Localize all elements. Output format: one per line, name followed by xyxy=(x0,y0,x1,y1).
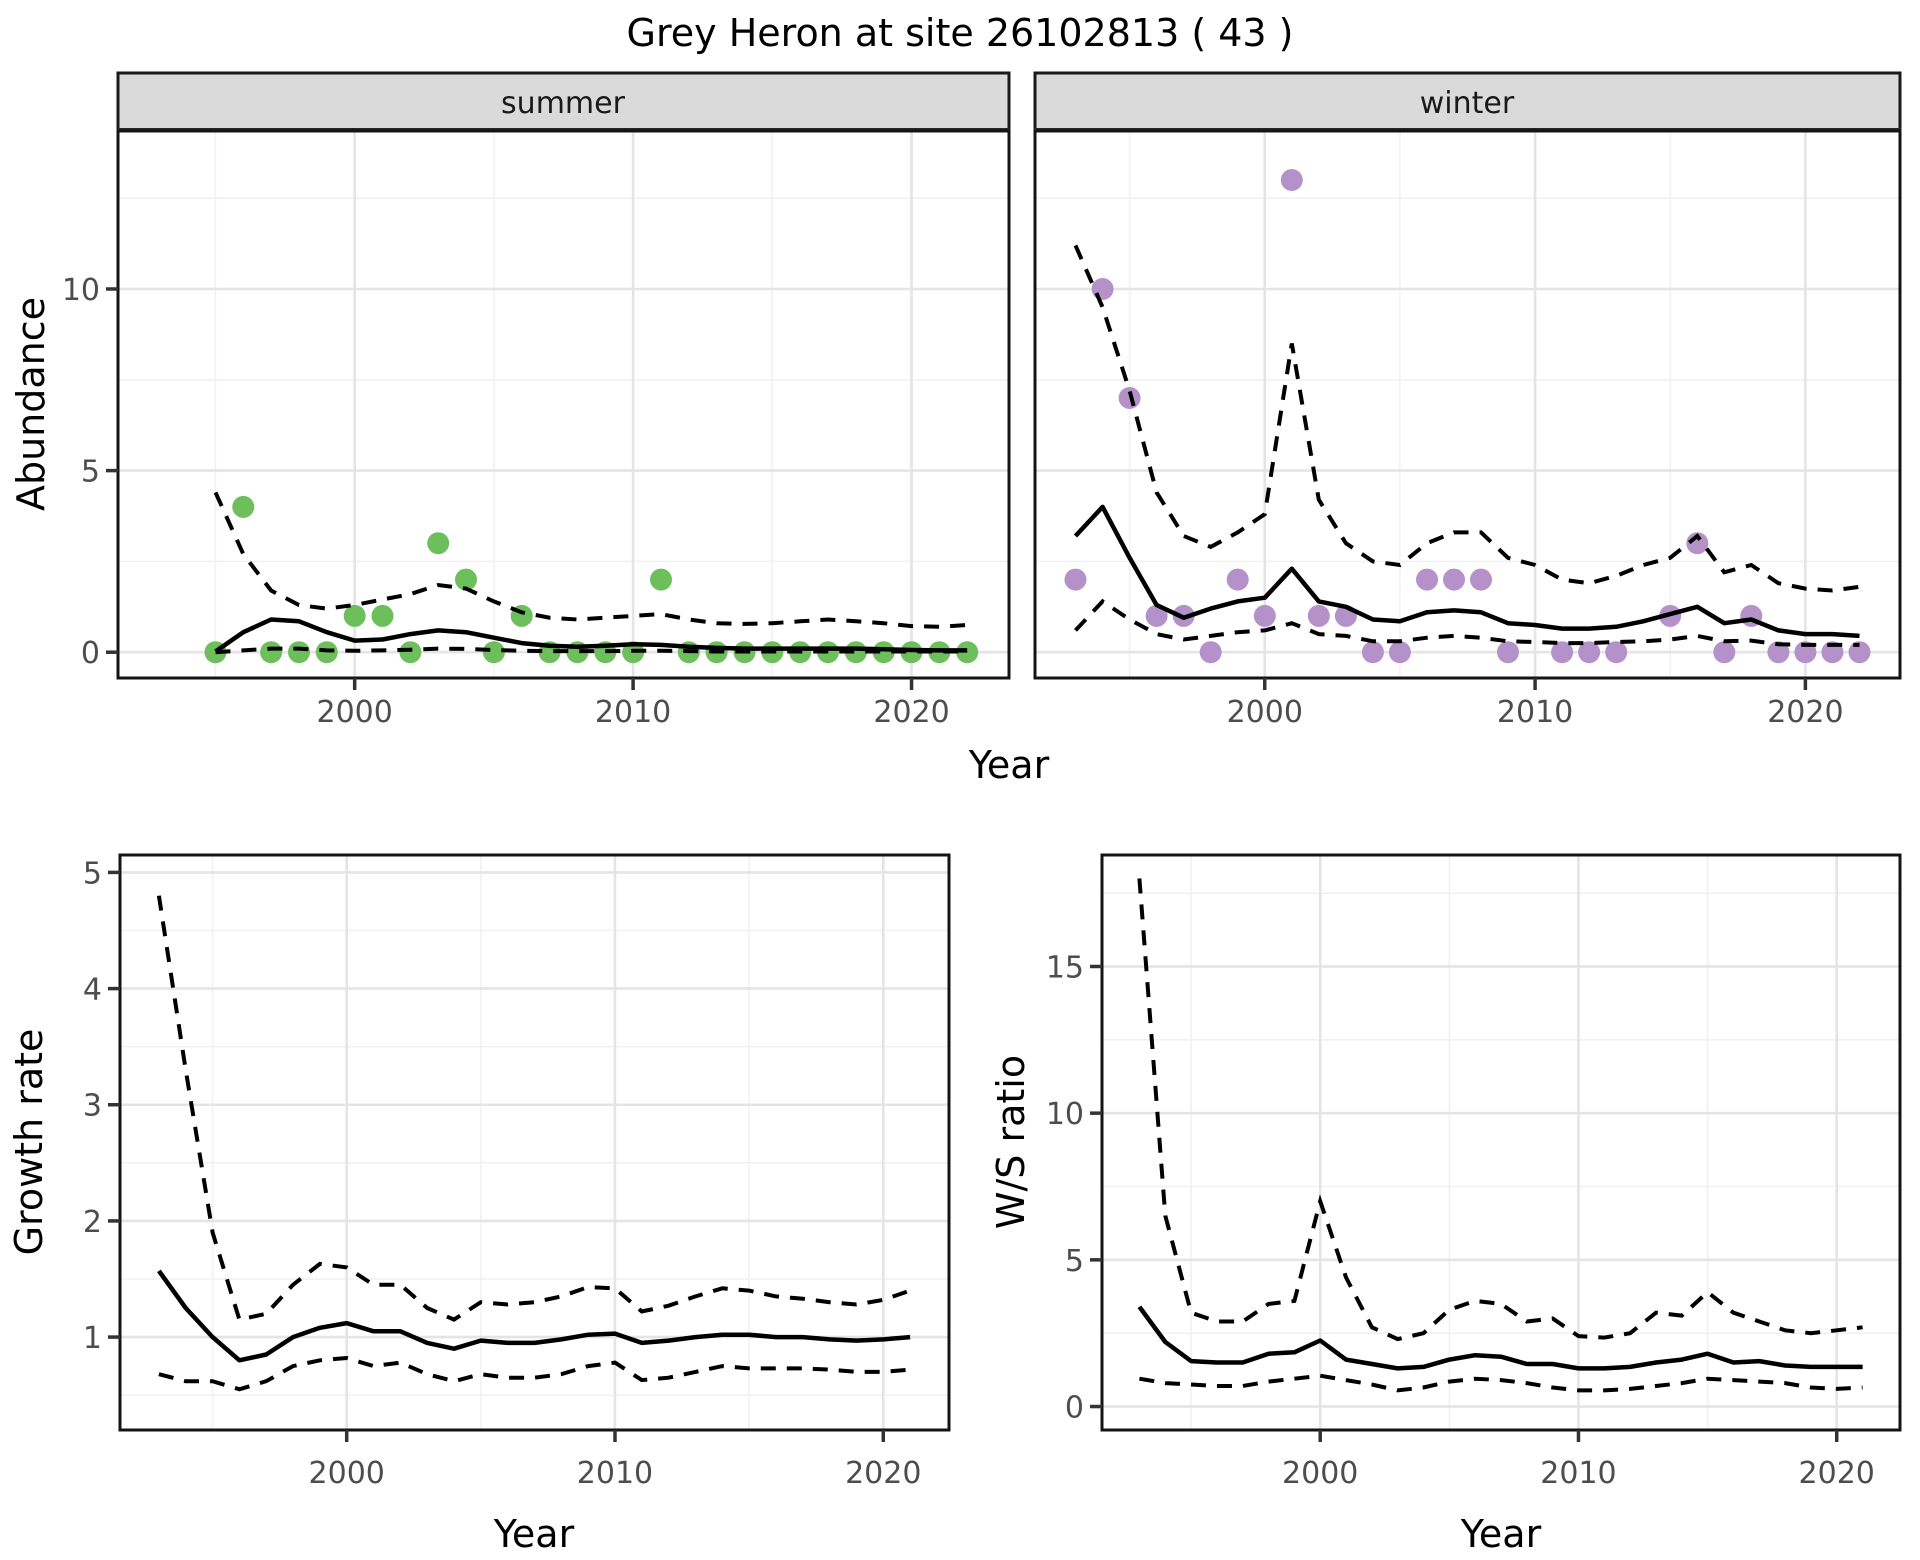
observed-point xyxy=(1713,641,1736,664)
x-tick-label: 2000 xyxy=(316,695,392,730)
x-tick-label: 2020 xyxy=(873,695,949,730)
observed-point xyxy=(650,568,672,591)
observed-point xyxy=(455,568,477,591)
observed-point xyxy=(1199,641,1222,664)
observed-point xyxy=(872,641,895,664)
x-tick-label: 2010 xyxy=(595,695,671,730)
fit-line xyxy=(214,617,968,654)
x-tick-label: 2020 xyxy=(1799,1456,1875,1491)
observed-point xyxy=(1361,641,1384,664)
observed-point xyxy=(1416,568,1438,591)
fit-line xyxy=(1137,1305,1863,1371)
observed-point xyxy=(1091,278,1114,300)
observed-point xyxy=(371,604,394,627)
ci-lower-line xyxy=(1074,598,1860,647)
y-tick-label: 4 xyxy=(83,973,102,1008)
x-tick-label: 2010 xyxy=(1497,695,1573,730)
observed-point xyxy=(1145,604,1168,627)
observed-point xyxy=(260,641,283,664)
y-tick-label: 0 xyxy=(1065,1391,1084,1426)
observed-point xyxy=(1767,641,1790,664)
observed-point xyxy=(343,604,366,627)
x-tick-label: 2010 xyxy=(1540,1456,1616,1491)
x-tick-label: 2010 xyxy=(577,1456,653,1491)
y-tick-label: 10 xyxy=(62,273,100,308)
observed-point xyxy=(1686,532,1709,555)
panel-background xyxy=(1035,131,1900,678)
ci-upper-line xyxy=(1073,244,1860,593)
observed-point xyxy=(1388,641,1411,664)
observed-point xyxy=(1226,568,1249,591)
observed-point xyxy=(427,532,450,555)
growth-rate-x-axis-title: Year xyxy=(493,1512,575,1556)
y-tick-label: 10 xyxy=(1046,1097,1084,1132)
panel-border xyxy=(118,853,951,1432)
plot-title: Grey Heron at site 26102813 ( 43 ) xyxy=(627,11,1294,55)
panel-background xyxy=(118,131,1009,678)
observed-point xyxy=(288,641,310,664)
observed-point xyxy=(1497,641,1519,664)
observed-point xyxy=(1253,604,1276,627)
panel-background xyxy=(1102,855,1900,1430)
fit-line xyxy=(157,1269,911,1363)
x-tick-label: 2020 xyxy=(845,1456,921,1491)
abundance-y-axis-title: Abundance xyxy=(9,297,53,511)
observed-point xyxy=(1307,604,1330,627)
growth-rate-y-axis-title: Growth rate xyxy=(7,1029,51,1256)
panel-border xyxy=(1100,853,1902,1432)
ws-ratio-x-axis-title: Year xyxy=(1460,1512,1542,1556)
x-tick-label: 2020 xyxy=(1767,695,1843,730)
ci-lower-line xyxy=(158,1355,911,1392)
y-tick-label: 15 xyxy=(1046,950,1084,985)
observed-point xyxy=(1064,568,1087,591)
y-tick-label: 2 xyxy=(83,1205,102,1240)
facet-label-winter: winter xyxy=(1420,86,1515,121)
y-tick-label: 3 xyxy=(83,1089,102,1124)
observed-point xyxy=(482,641,505,664)
x-tick-label: 2000 xyxy=(1227,695,1303,730)
panel-border xyxy=(116,129,1011,680)
y-tick-label: 5 xyxy=(81,455,100,490)
ci-lower-line xyxy=(1139,1373,1863,1393)
y-tick-label: 1 xyxy=(83,1321,102,1356)
ws-ratio-y-axis-title: W/S ratio xyxy=(989,1055,1033,1229)
observed-point xyxy=(399,641,422,664)
observed-point xyxy=(1578,641,1601,664)
observed-point xyxy=(1470,568,1492,591)
facet-label-summer: summer xyxy=(501,86,626,121)
ci-upper-line xyxy=(213,491,968,629)
observed-point xyxy=(1551,641,1574,664)
ci-lower-line xyxy=(215,646,968,655)
abundance-x-axis-title: Year xyxy=(968,743,1050,787)
y-tick-label: 5 xyxy=(1065,1244,1084,1279)
ci-upper-line xyxy=(1137,878,1863,1342)
observed-point xyxy=(1605,641,1628,664)
panel-border xyxy=(1033,129,1902,680)
x-tick-label: 2000 xyxy=(309,1456,385,1491)
observed-point xyxy=(1280,169,1303,191)
y-tick-label: 5 xyxy=(83,856,102,891)
facet-strip xyxy=(1033,71,1902,133)
x-tick-label: 2000 xyxy=(1282,1456,1358,1491)
observed-point xyxy=(1443,568,1465,591)
facet-strip xyxy=(116,71,1011,133)
fit-line xyxy=(1073,504,1860,639)
y-tick-label: 0 xyxy=(81,636,100,671)
observed-point xyxy=(232,495,255,518)
panel-background xyxy=(120,855,949,1430)
